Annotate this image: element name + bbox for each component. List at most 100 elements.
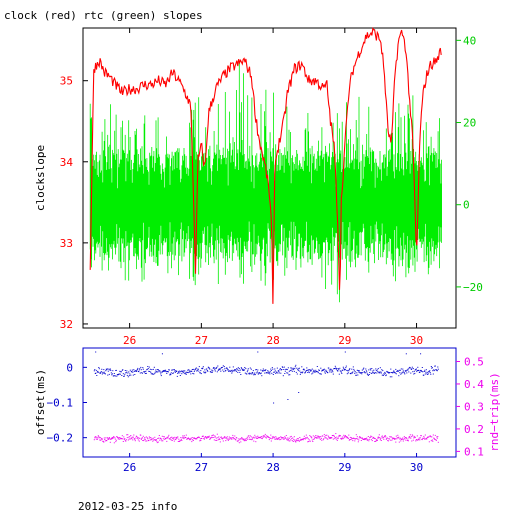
offset-point xyxy=(241,367,243,369)
rnd-trip-point xyxy=(125,440,127,442)
rnd-trip-point xyxy=(128,438,130,440)
rnd-trip-point xyxy=(144,438,146,440)
offset-point xyxy=(392,372,394,374)
rnd-trip-point xyxy=(254,434,256,436)
offset-point xyxy=(371,368,373,369)
rnd-trip-point xyxy=(237,440,239,442)
rnd-trip-point xyxy=(360,437,362,439)
offset-point xyxy=(108,373,110,375)
offset-point xyxy=(151,369,153,371)
offset-point xyxy=(191,370,193,372)
offset-point xyxy=(128,371,130,373)
rnd-trip-point xyxy=(100,438,102,440)
offset-point xyxy=(309,369,311,370)
top-y-tick-label: 34 xyxy=(60,156,74,169)
rnd-trip-point xyxy=(295,441,297,443)
rnd-trip-point xyxy=(306,436,308,438)
offset-point xyxy=(244,372,246,374)
offset-point xyxy=(173,369,175,371)
rnd-trip-point xyxy=(356,436,358,438)
offset-point xyxy=(99,372,101,374)
offset-point xyxy=(160,375,162,377)
offset-point xyxy=(109,368,111,370)
offset-point xyxy=(100,371,102,373)
offset-point xyxy=(176,370,178,372)
offset-point xyxy=(136,370,138,372)
rnd-trip-point xyxy=(405,437,407,439)
offset-point xyxy=(217,369,219,371)
offset-point xyxy=(377,371,379,373)
rnd-trip-point xyxy=(296,438,298,440)
top-x-tick-label: 27 xyxy=(195,334,208,347)
rnd-trip-point xyxy=(364,439,366,441)
rnd-trip-point xyxy=(217,439,219,441)
rnd-trip-point xyxy=(262,436,264,438)
rnd-trip-point xyxy=(152,440,154,442)
offset-point xyxy=(380,371,382,373)
rnd-trip-point xyxy=(97,435,99,437)
rnd-trip-point xyxy=(206,437,208,439)
rnd-trip-point xyxy=(161,440,163,442)
offset-point xyxy=(264,372,266,374)
rnd-trip-point xyxy=(421,439,423,441)
rnd-trip-point xyxy=(256,436,258,438)
rnd-trip-point xyxy=(172,437,174,439)
rnd-trip-point xyxy=(278,437,280,439)
offset-point xyxy=(154,372,156,374)
rnd-trip-point xyxy=(245,439,247,441)
rnd-trip-point xyxy=(100,439,102,441)
rnd-trip-point xyxy=(212,434,214,436)
rnd-trip-point xyxy=(316,437,318,438)
rnd-trip-point xyxy=(400,439,402,440)
rnd-trip-point xyxy=(290,435,292,437)
offset-point xyxy=(416,371,418,373)
offset-point xyxy=(372,372,374,374)
rnd-trip-point xyxy=(226,438,228,440)
rnd-trip-point xyxy=(155,439,157,441)
rnd-trip-point xyxy=(217,437,219,439)
offset-point xyxy=(206,368,208,370)
rnd-trip-point xyxy=(162,440,164,442)
rnd-trip-point xyxy=(170,439,172,441)
rnd-trip-point xyxy=(363,438,365,440)
rnd-trip-point xyxy=(119,438,121,440)
offset-point xyxy=(387,372,389,373)
rnd-trip-point xyxy=(244,438,246,440)
offset-point xyxy=(210,371,212,373)
rtc-series xyxy=(89,61,442,303)
offset-point xyxy=(317,371,319,373)
rnd-trip-point xyxy=(393,438,395,439)
rnd-trip-point xyxy=(342,438,344,440)
offset-point xyxy=(324,372,326,374)
rnd-trip-point xyxy=(161,435,163,437)
offset-series xyxy=(93,351,439,404)
offset-point xyxy=(239,369,241,371)
rnd-trip-point xyxy=(256,438,258,439)
offset-point xyxy=(126,374,128,376)
offset-point xyxy=(310,370,312,372)
offset-point xyxy=(176,375,178,377)
offset-point xyxy=(215,367,217,369)
offset-point xyxy=(276,367,278,369)
rnd-trip-point xyxy=(338,435,340,437)
rnd-trip-point xyxy=(413,435,415,437)
offset-point xyxy=(93,370,95,372)
rnd-trip-point xyxy=(214,435,216,437)
rnd-trip-point xyxy=(190,438,192,440)
rnd-trip-point xyxy=(208,437,210,438)
offset-point xyxy=(226,368,228,370)
offset-point xyxy=(278,372,280,374)
offset-point xyxy=(379,367,381,369)
rnd-trip-point xyxy=(329,437,331,438)
offset-point xyxy=(220,370,222,372)
rnd-trip-point xyxy=(356,438,358,439)
rnd-trip-point xyxy=(285,437,287,439)
offset-point xyxy=(389,376,391,378)
top-plot-frame xyxy=(82,27,457,329)
rnd-trip-point xyxy=(248,437,250,439)
offset-point xyxy=(369,372,371,373)
rnd-trip-point xyxy=(423,435,425,437)
offset-point xyxy=(123,375,125,377)
offset-point xyxy=(314,371,316,373)
offset-point xyxy=(153,373,155,375)
